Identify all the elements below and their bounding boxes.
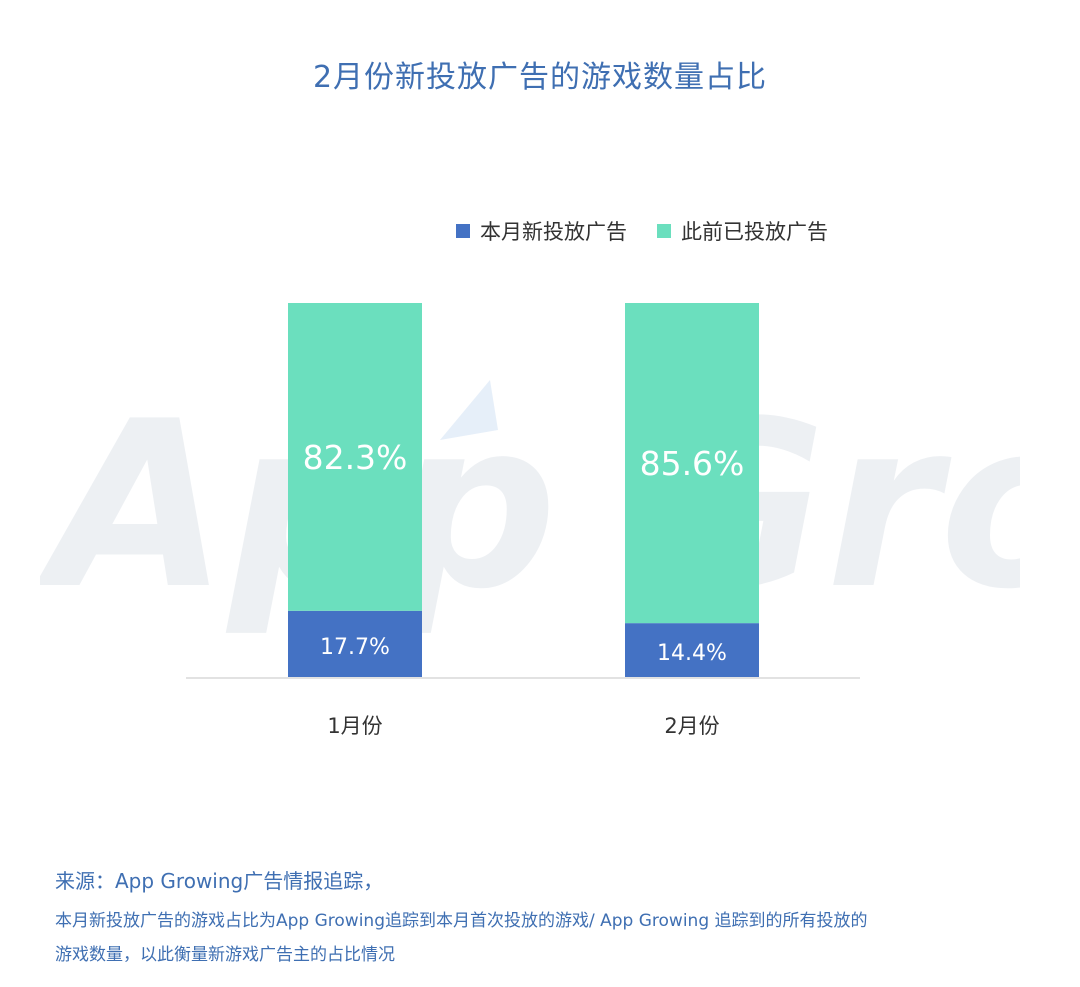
chart-legend: 本月新投放广告 此前已投放广告: [456, 216, 858, 246]
bar-previous-ads-2: [625, 303, 759, 624]
x-tick-label-2: 2月份: [664, 714, 719, 738]
legend-item-new-ads: 本月新投放广告: [456, 216, 627, 246]
legend-label-new-ads: 本月新投放广告: [480, 220, 627, 244]
legend-item-previous-ads: 此前已投放广告: [657, 216, 828, 246]
svg-text:App Growing: App Growing: [40, 373, 1020, 640]
bar-new-ads-1: [288, 610, 422, 677]
source-line-3: 游戏数量，以此衡量新游戏广告主的占比情况: [55, 945, 395, 965]
source-note: 来源：App Growing广告情报追踪， 本月新投放广告的游戏占比为App G…: [55, 865, 1055, 972]
watermark-logo: App Growing: [40, 373, 1020, 640]
data-label-previous-ads-2: 85.6%: [640, 444, 745, 483]
x-tick-label-1: 1月份: [327, 714, 382, 738]
data-label-previous-ads-1: 82.3%: [303, 438, 408, 477]
legend-swatch-previous-ads: [657, 224, 671, 238]
source-line-1: 来源：App Growing广告情报追踪，: [55, 869, 384, 893]
bar-previous-ads-1: [288, 303, 422, 611]
bar-new-ads-2: [625, 623, 759, 677]
data-label-new-ads-1: 17.7%: [320, 635, 390, 660]
legend-swatch-new-ads: [456, 224, 470, 238]
data-label-new-ads-2: 14.4%: [657, 641, 727, 666]
chart-title: 2月份新投放广告的游戏数量占比: [312, 60, 768, 95]
legend-label-previous-ads: 此前已投放广告: [681, 220, 828, 244]
source-line-2: 本月新投放广告的游戏占比为App Growing追踪到本月首次投放的游戏/ Ap…: [55, 911, 868, 931]
